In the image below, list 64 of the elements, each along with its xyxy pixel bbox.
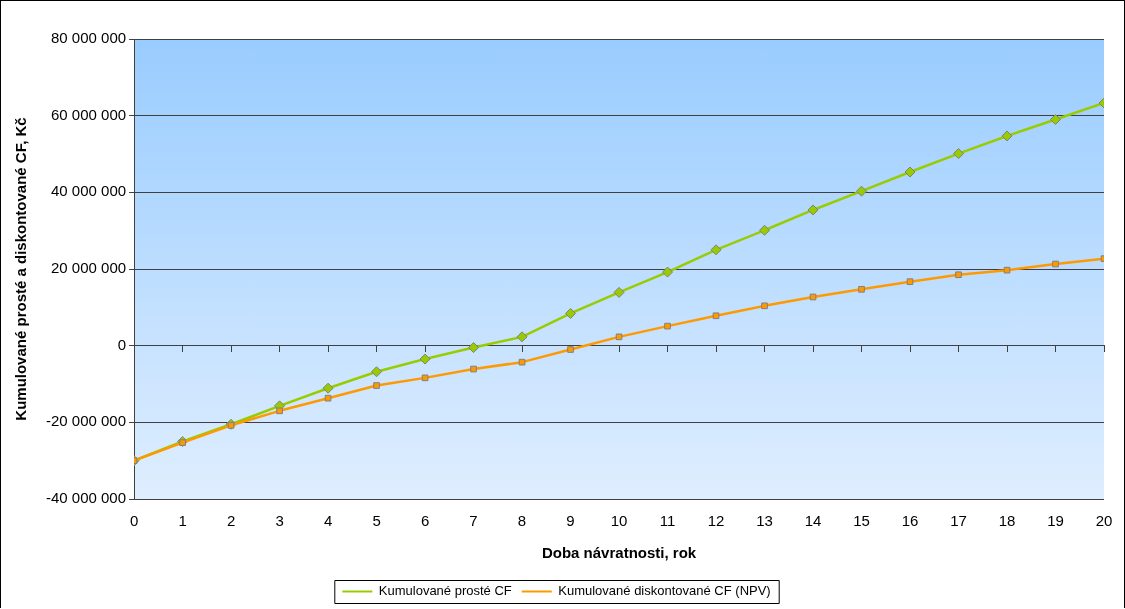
- x-tick-label: 3: [275, 512, 284, 530]
- point: [858, 285, 865, 293]
- legend-label: Kumulované diskontované CF (NPV): [558, 583, 771, 599]
- x-tick-label: 2: [226, 512, 236, 530]
- x-tick-label: 5: [372, 512, 381, 530]
- y-tick-label: 0: [117, 335, 127, 353]
- x-tick-label: 0: [129, 512, 139, 530]
- x-tick-label: 10: [610, 512, 628, 530]
- x-tick-label: 16: [901, 512, 919, 530]
- x-axis-title: Doba návratnosti, rok: [541, 544, 697, 562]
- point: [710, 244, 722, 256]
- y-axis-title: Kumulované prosté a diskontované CF, Kč: [12, 117, 30, 421]
- point: [276, 407, 283, 415]
- x-tick-label: 18: [998, 512, 1016, 530]
- x-tick-label: 17: [950, 512, 967, 530]
- x-tick-label: 12: [707, 512, 725, 530]
- point: [953, 148, 965, 160]
- y-tick-label: 20 000 000: [50, 259, 127, 277]
- x-tick-label: 13: [756, 512, 773, 530]
- point: [664, 322, 671, 330]
- point: [662, 266, 674, 278]
- point: [1050, 114, 1061, 125]
- x-tick-label: 19: [1047, 512, 1064, 530]
- point: [807, 204, 819, 216]
- legend-label: Kumulované prosté CF: [378, 583, 512, 599]
- point: [324, 394, 332, 402]
- point: [419, 353, 431, 365]
- point: [904, 166, 916, 178]
- point: [759, 224, 771, 236]
- point: [761, 302, 768, 310]
- x-tick-label: 1: [178, 512, 187, 530]
- point: [371, 366, 383, 378]
- point: [955, 271, 962, 279]
- y-tick-label: -40 000 000: [45, 489, 127, 507]
- x-tick-label: 7: [469, 512, 478, 530]
- x-tick-label: 9: [566, 512, 575, 530]
- x-tick-label: 15: [853, 512, 870, 530]
- point: [1003, 266, 1011, 274]
- point: [565, 307, 577, 319]
- x-tick-label: 8: [517, 512, 527, 530]
- point: [470, 365, 477, 373]
- point: [516, 331, 528, 343]
- y-tick-label: 60 000 000: [50, 105, 127, 123]
- point: [615, 333, 623, 341]
- x-tick-label: 4: [323, 512, 333, 530]
- point: [322, 382, 334, 394]
- x-tick-label: 11: [659, 512, 676, 530]
- point: [712, 312, 720, 320]
- point: [856, 185, 868, 197]
- point: [906, 278, 914, 285]
- point: [421, 374, 429, 382]
- point: [518, 358, 526, 366]
- y-tick-label: -20 000 000: [45, 412, 127, 430]
- y-tick-label: 40 000 000: [50, 182, 127, 200]
- x-tick-label: 6: [420, 512, 430, 530]
- point: [468, 342, 480, 354]
- x-tick-label: 14: [804, 512, 822, 530]
- point: [613, 286, 625, 298]
- y-tick-label: 80 000 000: [50, 29, 127, 47]
- point: [227, 422, 235, 429]
- point: [1052, 260, 1059, 268]
- point: [1001, 130, 1013, 142]
- point: [373, 382, 380, 389]
- x-tick-label: 20: [1095, 512, 1113, 530]
